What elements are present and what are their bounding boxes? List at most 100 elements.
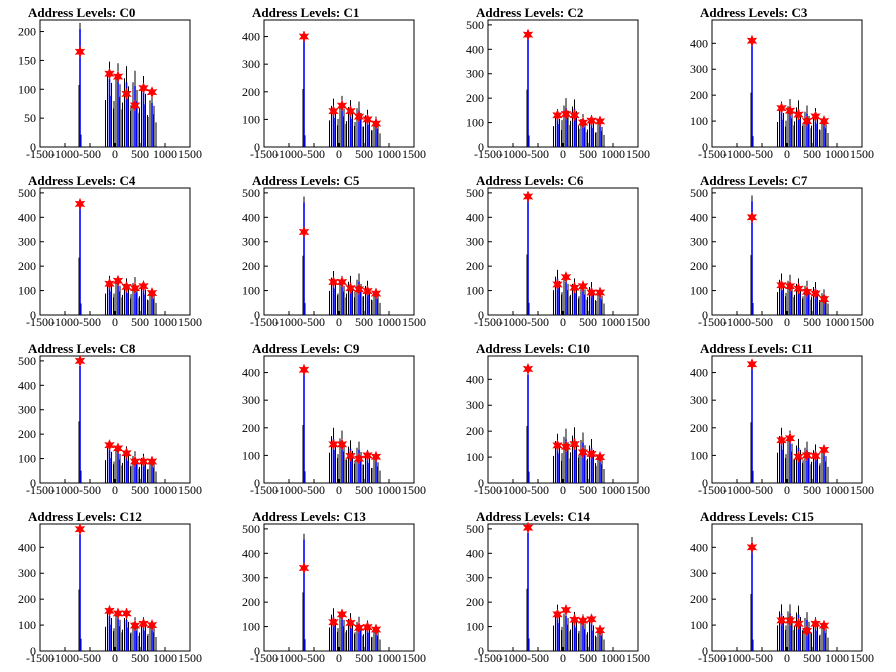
- peak-marker: [594, 450, 606, 464]
- x-tick-label: -1000: [51, 315, 79, 329]
- peak-marker: [552, 278, 563, 291]
- x-tick-label: -1000: [723, 651, 751, 665]
- peak-marker: [746, 34, 758, 47]
- y-tick-label: 100: [690, 114, 708, 128]
- chart-title: Address Levels: C10: [476, 341, 590, 356]
- peak-marker: [746, 541, 758, 554]
- y-tick-label: 0: [254, 308, 260, 322]
- peak-marker: [776, 614, 787, 627]
- y-tick-label: 300: [466, 398, 484, 412]
- y-tick-label: 100: [466, 116, 484, 130]
- peak-marker: [560, 603, 572, 617]
- x-tick-label: -1000: [275, 315, 303, 329]
- peak-marker: [336, 99, 348, 112]
- x-tick-label: -1500: [698, 147, 726, 161]
- x-tick-label: -500: [303, 651, 325, 665]
- peak-marker: [370, 623, 382, 636]
- y-tick-label: 200: [690, 592, 708, 606]
- y-tick-label: 0: [478, 644, 484, 658]
- x-tick-label: -500: [751, 315, 773, 329]
- y-tick-label: 0: [702, 140, 708, 154]
- x-tick-label: 1500: [178, 315, 202, 329]
- chart-title: Address Levels: C7: [700, 173, 808, 188]
- chart-panel: Address Levels: C12 0 100 200 300 400 -1500 -10…: [0, 504, 224, 672]
- x-tick-label: -1000: [499, 315, 527, 329]
- plot-frame: [487, 355, 639, 484]
- x-tick-label: -1000: [499, 651, 527, 665]
- peak-marker: [810, 617, 821, 630]
- x-tick-label: 500: [355, 483, 373, 497]
- x-tick-label: 1500: [402, 147, 426, 161]
- peak-marker: [552, 439, 563, 452]
- y-tick-label: 100: [466, 284, 484, 298]
- y-tick-label: 300: [690, 235, 708, 249]
- x-tick-label: -1000: [275, 483, 303, 497]
- peak-marker: [577, 614, 589, 627]
- y-tick-label: 400: [690, 366, 708, 380]
- plot-frame: [711, 355, 863, 484]
- peak-marker: [328, 438, 339, 451]
- y-tick-label: 400: [242, 30, 260, 44]
- plot-frame: [711, 19, 863, 148]
- peak-marker: [569, 109, 580, 122]
- x-tick-label: 0: [560, 483, 566, 497]
- x-tick-label: -1500: [250, 651, 278, 665]
- peak-marker: [746, 358, 758, 371]
- x-tick-label: -1000: [51, 651, 79, 665]
- peak-marker: [810, 287, 821, 300]
- peak-marker: [552, 109, 563, 122]
- x-tick-label: -500: [303, 483, 325, 497]
- peak-marker: [594, 115, 606, 128]
- peak-marker: [784, 104, 796, 117]
- y-tick-label: 300: [690, 62, 708, 76]
- x-tick-label: 500: [803, 147, 821, 161]
- chart-plot: 0 100 200 300 400 -1500-1000 -500 0 500 1000 1500: [690, 355, 874, 497]
- plot-frame: [39, 187, 191, 316]
- x-tick-label: 0: [112, 147, 118, 161]
- x-tick-label: -1500: [698, 315, 726, 329]
- chart-title: Address Levels: C0: [28, 5, 136, 20]
- x-tick-label: 0: [560, 315, 566, 329]
- x-tick-label: 1000: [825, 651, 849, 665]
- y-tick-label: 150: [18, 53, 36, 67]
- x-tick-label: 1000: [377, 483, 401, 497]
- y-tick-label: 500: [690, 186, 708, 200]
- peak-marker: [336, 275, 348, 289]
- y-tick-label: 100: [242, 112, 260, 126]
- peak-marker: [801, 624, 813, 637]
- x-tick-label: -500: [303, 147, 325, 161]
- x-tick-label: -500: [79, 147, 101, 161]
- y-tick-label: 400: [242, 366, 260, 380]
- x-tick-label: 0: [112, 651, 118, 665]
- x-tick-label: 500: [579, 315, 597, 329]
- x-tick-label: -500: [751, 483, 773, 497]
- peak-marker: [784, 432, 796, 445]
- peak-marker: [362, 620, 373, 634]
- peak-marker: [793, 282, 804, 295]
- x-tick-label: -500: [751, 147, 773, 161]
- y-tick-label: 200: [466, 424, 484, 438]
- x-tick-label: 1500: [850, 651, 874, 665]
- y-tick-label: 200: [690, 88, 708, 102]
- x-tick-label: 1000: [601, 483, 625, 497]
- chart-plot: 0 100 200 300 400 500 -1500-1000 -500 0 500 1000 15…: [690, 186, 874, 329]
- x-tick-label: 500: [131, 483, 149, 497]
- peak-marker: [146, 455, 158, 468]
- y-tick-label: 0: [30, 476, 36, 490]
- y-tick-label: 500: [466, 186, 484, 200]
- x-tick-label: -500: [527, 651, 549, 665]
- y-tick-label: 0: [254, 140, 260, 154]
- x-tick-label: -1000: [499, 147, 527, 161]
- x-tick-label: -500: [79, 483, 101, 497]
- y-tick-label: 300: [18, 566, 36, 580]
- peak-marker: [298, 561, 310, 575]
- chart-plot: 0 100 200 300 400 500 -1500-1000 -500 0 500 1000 15…: [18, 354, 202, 497]
- peak-marker: [586, 613, 597, 626]
- y-tick-label: 0: [30, 308, 36, 322]
- plot-frame: [263, 187, 415, 316]
- x-tick-label: -1000: [51, 147, 79, 161]
- peak-marker: [138, 617, 149, 630]
- y-tick-label: 300: [18, 235, 36, 249]
- x-tick-label: -500: [751, 651, 773, 665]
